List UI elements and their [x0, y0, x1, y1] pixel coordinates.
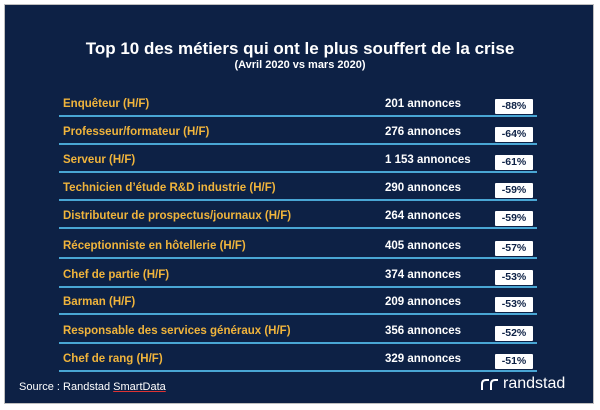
- table-row: Serveur (H/F) 1 153 annonces -61%: [59, 147, 537, 173]
- job-title: Distributeur de prospectus/journaux (H/F…: [63, 210, 292, 222]
- chart-title: Top 10 des métiers qui ont le plus souff…: [85, 39, 515, 58]
- ads-count: 405 annonces: [385, 240, 462, 252]
- row-separator: [59, 313, 537, 315]
- table-row: Enquêteur (H/F) 201 annonces -88%: [59, 91, 537, 117]
- job-title: Enquêteur (H/F): [63, 98, 150, 110]
- infographic-panel: Top 10 des métiers qui ont le plus souff…: [4, 4, 594, 404]
- row-separator: [59, 115, 537, 117]
- job-title: Responsable des services généraux (H/F): [63, 325, 291, 337]
- ads-count: 1 153 annonces: [385, 154, 471, 166]
- job-title: Réceptionniste en hôtellerie (H/F): [63, 240, 246, 252]
- change-badge: -59%: [495, 211, 533, 226]
- ads-count: 209 annonces: [385, 296, 462, 308]
- row-separator: [59, 286, 537, 288]
- ads-count: 356 annonces: [385, 325, 462, 337]
- row-separator: [59, 143, 537, 145]
- table-row: Responsable des services généraux (H/F) 3…: [59, 318, 537, 344]
- table-row: Technicien d’étude R&D industrie (H/F) 29…: [59, 175, 537, 201]
- randstad-logo-icon: [481, 379, 498, 390]
- change-badge: -64%: [495, 127, 533, 142]
- source-name: SmartData: [113, 381, 166, 393]
- job-title: Technicien d’étude R&D industrie (H/F): [63, 182, 276, 194]
- change-badge: -51%: [495, 354, 533, 369]
- row-separator: [59, 342, 537, 344]
- ads-count: 201 annonces: [385, 98, 462, 110]
- change-badge: -52%: [495, 326, 533, 341]
- ads-count: 290 annonces: [385, 182, 462, 194]
- row-separator: [59, 171, 537, 173]
- change-badge: -59%: [495, 183, 533, 198]
- ads-count: 374 annonces: [385, 269, 462, 281]
- ads-count: 276 annonces: [385, 126, 462, 138]
- change-badge: -61%: [495, 155, 533, 170]
- job-title: Serveur (H/F): [63, 154, 136, 166]
- change-badge: -57%: [495, 241, 533, 256]
- source-note: Source : Randstad SmartData: [19, 381, 166, 393]
- table-row: Professeur/formateur (H/F) 276 annonces -6…: [59, 119, 537, 145]
- row-separator: [59, 257, 537, 259]
- job-title: Chef de rang (H/F): [63, 353, 163, 365]
- table-row: Distributeur de prospectus/journaux (H/F…: [59, 203, 537, 229]
- change-badge: -88%: [495, 99, 533, 114]
- table-row: Barman (H/F) 209 annonces -53%: [59, 289, 537, 315]
- row-separator: [59, 370, 537, 372]
- table-row: Chef de rang (H/F) 329 annonces -51%: [59, 346, 537, 372]
- row-separator: [59, 227, 537, 229]
- job-title: Professeur/formateur (H/F): [63, 126, 210, 138]
- change-badge: -53%: [495, 270, 533, 285]
- brand-name: randstad: [503, 375, 566, 392]
- ads-count: 264 annonces: [385, 210, 462, 222]
- chart-subtitle: (Avril 2020 vs mars 2020): [234, 59, 366, 71]
- source-prefix: Source : Randstad: [19, 381, 114, 393]
- job-title: Barman (H/F): [63, 296, 136, 308]
- row-separator: [59, 199, 537, 201]
- job-title: Chef de partie (H/F): [63, 269, 170, 281]
- change-badge: -53%: [495, 297, 533, 312]
- table-row: Chef de partie (H/F) 374 annonces -53%: [59, 262, 537, 288]
- ads-count: 329 annonces: [385, 353, 462, 365]
- table-row: Réceptionniste en hôtellerie (H/F) 405 an…: [59, 233, 537, 259]
